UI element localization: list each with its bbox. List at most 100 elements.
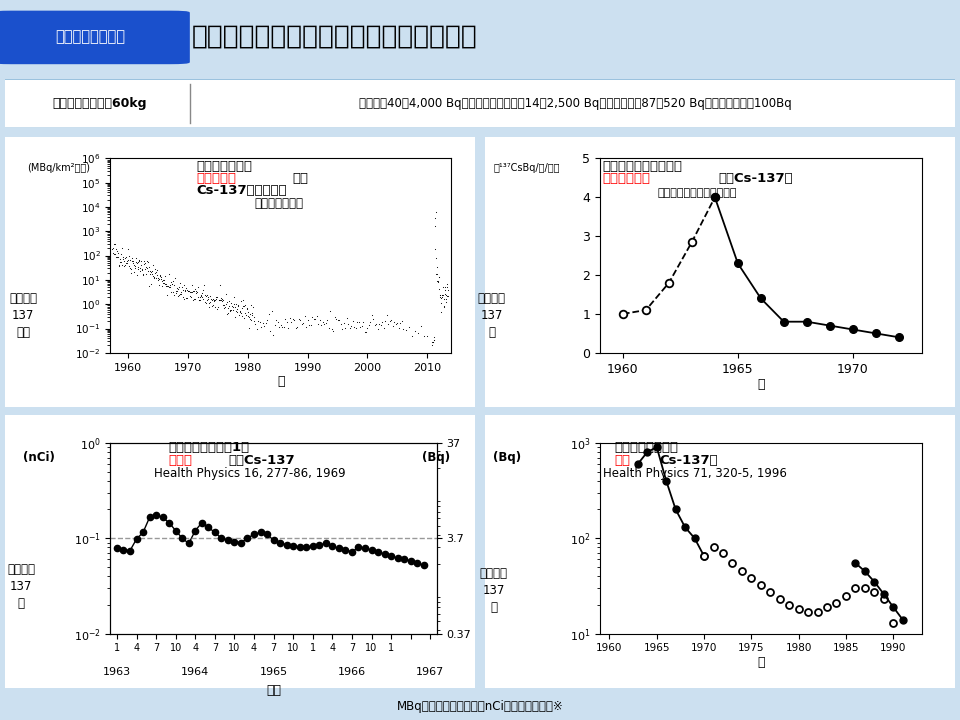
Point — [125, 256, 140, 267]
Point — [122, 254, 137, 266]
Point — [188, 293, 204, 305]
Point — [253, 321, 269, 333]
Point — [164, 278, 180, 289]
Point — [155, 280, 170, 292]
Point — [149, 266, 164, 278]
Point — [181, 290, 197, 302]
Point — [112, 256, 128, 268]
Point — [146, 271, 161, 282]
FancyBboxPatch shape — [478, 411, 960, 692]
Point — [396, 323, 411, 335]
Point — [212, 279, 228, 290]
Point — [371, 324, 386, 336]
Point — [369, 318, 384, 330]
Point — [162, 279, 178, 291]
Text: (Bq): (Bq) — [422, 451, 450, 464]
Text: 放射線医学総合研究所調べ: 放射線医学総合研究所調べ — [658, 188, 737, 198]
Point — [439, 293, 454, 305]
Point — [228, 301, 243, 312]
Point — [171, 289, 186, 300]
Point — [355, 317, 371, 328]
Point — [434, 292, 449, 303]
Point — [401, 321, 417, 333]
Point — [112, 253, 128, 265]
Point — [294, 318, 309, 330]
FancyBboxPatch shape — [478, 132, 960, 411]
Point — [141, 256, 156, 268]
Point — [258, 318, 274, 329]
Point — [156, 278, 171, 289]
Point — [133, 259, 149, 271]
Point — [110, 248, 126, 259]
Point — [186, 293, 202, 305]
Point — [195, 284, 210, 296]
Point — [429, 261, 444, 273]
Point — [199, 294, 214, 305]
Point — [127, 262, 142, 274]
Point — [198, 297, 213, 308]
Point — [173, 288, 188, 300]
Point — [250, 323, 265, 335]
Point — [208, 293, 224, 305]
Point — [243, 300, 258, 311]
Point — [248, 318, 263, 329]
Point — [204, 300, 219, 312]
Point — [174, 286, 189, 297]
Point — [226, 305, 241, 316]
Point — [145, 259, 160, 271]
Point — [184, 286, 200, 297]
Point — [219, 288, 234, 300]
Point — [320, 315, 335, 326]
Point — [163, 287, 179, 298]
Point — [146, 273, 161, 284]
Point — [208, 291, 224, 302]
Point — [119, 257, 134, 269]
Point — [368, 319, 383, 330]
Point — [108, 243, 123, 255]
Point — [107, 248, 122, 260]
Point — [272, 322, 287, 333]
Point — [157, 279, 173, 290]
Point — [441, 284, 456, 295]
Point — [317, 319, 332, 330]
Point — [216, 302, 231, 314]
Text: 大気圏核実験による放射性降下物の影響: 大気圏核実験による放射性降下物の影響 — [192, 23, 478, 49]
Point — [395, 315, 410, 326]
Point — [431, 284, 446, 295]
Point — [242, 312, 257, 323]
Point — [229, 303, 245, 315]
Point — [432, 292, 447, 303]
Point — [297, 310, 312, 322]
Point — [211, 294, 227, 306]
Text: セシウム
137
量: セシウム 137 量 — [7, 562, 36, 610]
Point — [184, 279, 200, 291]
Text: 1963: 1963 — [103, 667, 131, 678]
Point — [106, 243, 121, 254]
Point — [341, 319, 356, 330]
Point — [246, 315, 261, 326]
Point — [361, 319, 376, 330]
Point — [180, 284, 195, 296]
Point — [122, 262, 137, 274]
Point — [427, 212, 443, 224]
Point — [185, 294, 201, 305]
Point — [176, 284, 191, 296]
Point — [186, 285, 202, 297]
Point — [420, 330, 435, 342]
Point — [109, 245, 125, 256]
Point — [287, 314, 302, 325]
Point — [312, 314, 327, 325]
Point — [197, 279, 212, 291]
Point — [235, 294, 251, 306]
Point — [177, 293, 192, 305]
Point — [169, 282, 184, 294]
Point — [160, 280, 176, 292]
Point — [388, 318, 403, 329]
Point — [115, 253, 131, 264]
Point — [116, 260, 132, 271]
Point — [245, 307, 260, 318]
Point — [172, 282, 187, 293]
Text: Cs-137量: Cs-137量 — [660, 454, 718, 467]
Text: 1965: 1965 — [259, 667, 288, 678]
Point — [426, 331, 442, 343]
